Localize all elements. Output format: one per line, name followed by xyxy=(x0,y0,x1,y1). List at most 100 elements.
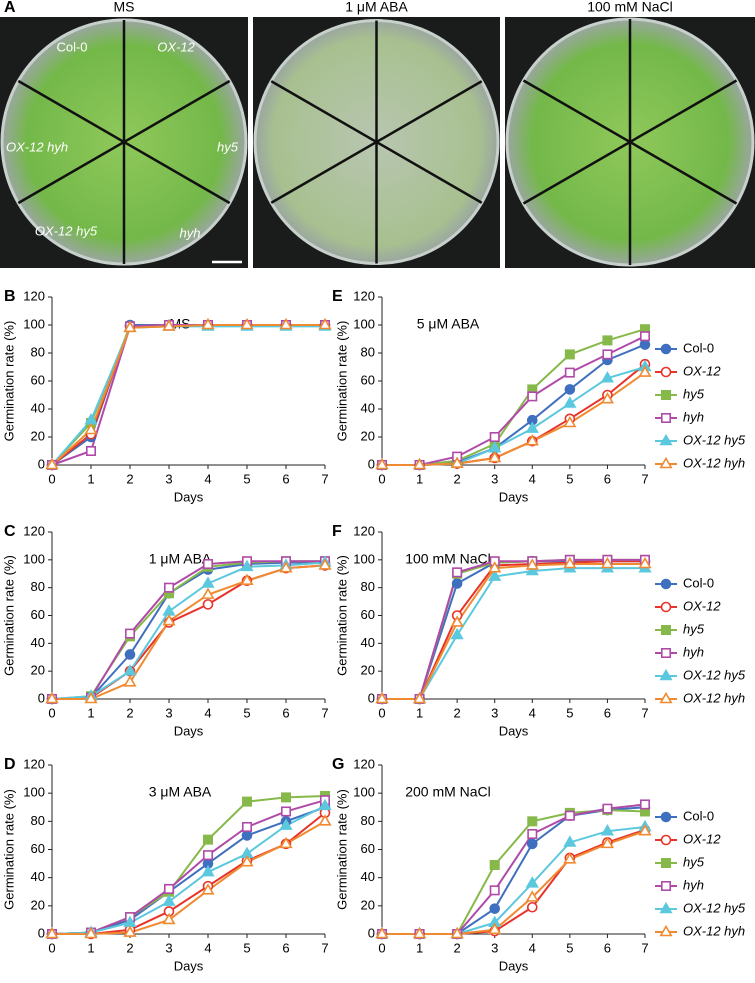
x-tick-label: 3 xyxy=(491,705,498,720)
series-line xyxy=(51,324,325,466)
y-tick-label: 60 xyxy=(361,607,375,622)
x-tick-label: 3 xyxy=(491,940,498,955)
y-tick-label: 60 xyxy=(31,372,45,387)
x-axis-label: Days xyxy=(174,723,204,738)
sector-line xyxy=(17,79,231,205)
legend-marker xyxy=(660,811,672,823)
series-line xyxy=(382,560,645,700)
marker xyxy=(450,615,464,627)
series-line xyxy=(382,371,646,466)
series-line xyxy=(382,563,645,700)
legend-marker xyxy=(660,578,672,590)
marker xyxy=(525,876,539,888)
y-tick-label: 120 xyxy=(353,756,375,771)
legend-label: hy5 xyxy=(683,386,705,401)
marker xyxy=(375,691,389,704)
marker xyxy=(84,422,98,435)
chart-title: 100 mM NaCl xyxy=(405,551,491,567)
marker xyxy=(375,457,389,470)
marker xyxy=(202,599,214,610)
legend-label: OX-12 hyh xyxy=(683,455,745,470)
x-tick-label: 2 xyxy=(126,940,133,955)
marker xyxy=(201,576,215,588)
y-axis-label: Germination rate (%) xyxy=(334,321,349,442)
marker xyxy=(280,792,291,803)
marker xyxy=(412,457,427,470)
y-tick-label: 20 xyxy=(361,897,375,912)
x-axis-label: Days xyxy=(174,489,204,504)
marker xyxy=(600,824,615,836)
legend-marker xyxy=(659,901,673,914)
x-tick-label: 7 xyxy=(321,471,328,486)
marker xyxy=(240,317,254,330)
marker xyxy=(488,922,502,935)
marker xyxy=(563,852,577,864)
x-tick-label: 4 xyxy=(204,705,211,720)
x-tick-label: 6 xyxy=(604,471,611,486)
marker xyxy=(564,349,575,360)
marker xyxy=(240,573,254,586)
chart-title: 1 μM ABA xyxy=(149,551,212,567)
marker xyxy=(564,384,576,395)
legend-label: hyh xyxy=(683,409,704,424)
y-tick-label: 20 xyxy=(31,897,45,912)
x-tick-label: 7 xyxy=(641,705,648,720)
x-axis-label: Days xyxy=(174,958,204,973)
panel-letter: F xyxy=(332,523,342,540)
legend-marker xyxy=(659,691,673,704)
marker xyxy=(489,885,500,896)
legend-marker xyxy=(659,433,673,446)
marker xyxy=(240,855,254,867)
x-tick-label: 5 xyxy=(566,471,573,486)
marker xyxy=(162,894,176,906)
sector-line xyxy=(270,80,483,204)
series-line xyxy=(51,561,326,700)
marker xyxy=(525,558,539,570)
x-tick-label: 4 xyxy=(204,940,211,955)
marker xyxy=(280,806,291,817)
marker xyxy=(602,349,613,360)
y-axis-label: Germination rate (%) xyxy=(334,789,349,910)
genotype-label: OX-12 hy5 xyxy=(35,223,98,238)
marker xyxy=(124,649,136,660)
y-axis-label: Germination rate (%) xyxy=(1,321,16,442)
marker xyxy=(563,415,577,428)
marker xyxy=(412,926,427,939)
y-tick-label: 80 xyxy=(361,813,375,828)
x-tick-label: 1 xyxy=(87,705,94,720)
marker xyxy=(600,836,615,849)
legend-label: OX-12 hyh xyxy=(683,923,745,938)
legend-label: Col-0 xyxy=(683,808,714,823)
panel-letter: E xyxy=(332,288,343,305)
marker xyxy=(527,816,538,827)
legend-marker xyxy=(659,668,673,681)
y-tick-label: 120 xyxy=(23,523,45,538)
plate-title: 100 mM NaCl xyxy=(587,0,673,15)
x-tick-label: 5 xyxy=(243,940,250,955)
x-tick-label: 1 xyxy=(416,940,423,955)
x-tick-label: 7 xyxy=(321,940,328,955)
x-tick-label: 7 xyxy=(641,471,648,486)
x-tick-label: 0 xyxy=(48,471,55,486)
x-tick-label: 2 xyxy=(126,471,133,486)
marker xyxy=(164,883,175,894)
marker xyxy=(564,367,575,378)
x-tick-label: 2 xyxy=(454,471,461,486)
legend-marker xyxy=(659,456,673,469)
marker xyxy=(86,445,97,456)
x-tick-label: 6 xyxy=(604,940,611,955)
chart-title: MS xyxy=(170,316,191,332)
marker xyxy=(201,864,215,877)
y-tick-label: 20 xyxy=(361,428,375,443)
marker xyxy=(563,556,577,569)
y-tick-label: 80 xyxy=(31,813,45,828)
x-tick-label: 0 xyxy=(378,471,385,486)
x-tick-label: 2 xyxy=(126,705,133,720)
x-tick-label: 6 xyxy=(282,705,289,720)
y-tick-label: 80 xyxy=(31,344,45,359)
y-tick-label: 0 xyxy=(38,925,45,940)
x-axis-label: Days xyxy=(499,489,529,504)
y-tick-label: 60 xyxy=(361,372,375,387)
legend-label: OX-12 hy5 xyxy=(683,667,746,682)
